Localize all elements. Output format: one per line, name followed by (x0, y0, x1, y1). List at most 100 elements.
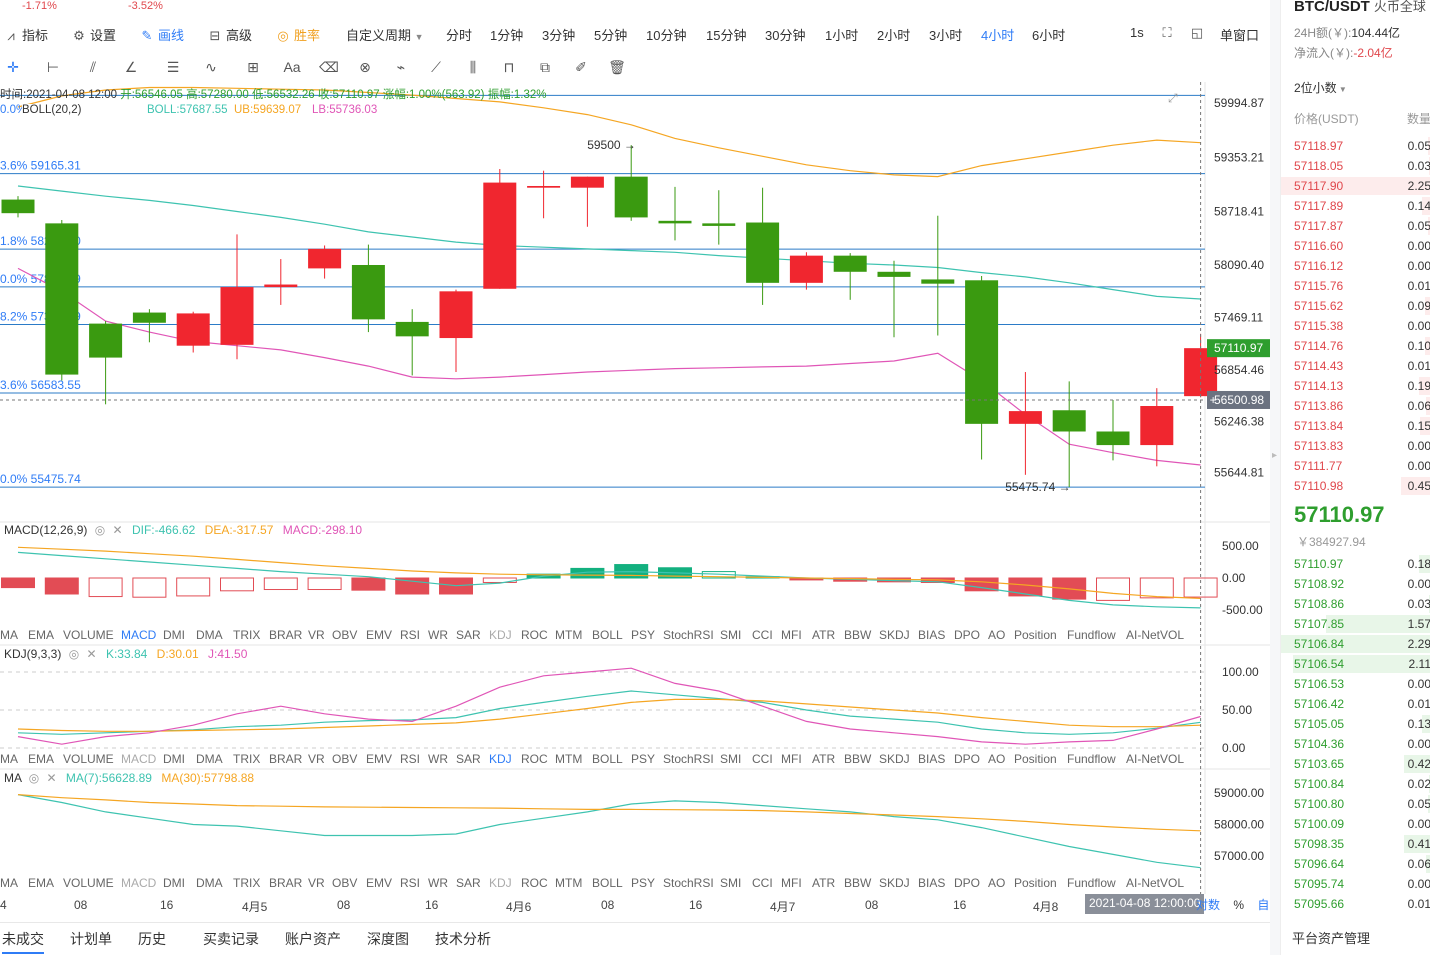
indicator-tab[interactable]: PSY (631, 876, 656, 890)
eye-icon[interactable]: ◎ (28, 771, 40, 785)
indicator-tab[interactable]: BRAR (269, 628, 303, 642)
indicator-tab[interactable]: Fundflow (1067, 876, 1116, 890)
indicator-tab[interactable]: StochRSI (663, 876, 714, 890)
indicator-tab[interactable]: Position (1014, 752, 1057, 766)
indicator-tab[interactable]: AO (988, 752, 1006, 766)
ask-row[interactable]: 57114.13 0.19 (1281, 376, 1430, 396)
indicator-tab[interactable]: BIAS (918, 876, 946, 890)
bid-row[interactable]: 57096.64 0.06 (1281, 854, 1430, 874)
bid-row[interactable]: 57108.92 0.00 (1281, 574, 1430, 594)
indicator-tab[interactable]: MACD (121, 876, 157, 890)
eye-icon[interactable]: ◎ (68, 647, 80, 661)
bid-row[interactable]: 57100.09 0.00 (1281, 814, 1430, 834)
indicator-tab[interactable]: ATR (812, 628, 836, 642)
bid-row[interactable]: 57095.66 0.01 (1281, 894, 1430, 914)
bid-row[interactable]: 57098.35 0.41 (1281, 834, 1430, 854)
indicator-tab[interactable]: DMA (196, 876, 223, 890)
custom-period-dropdown[interactable]: 自定义周期 ▼ (346, 25, 424, 44)
indicator-tab[interactable]: SKDJ (879, 628, 910, 642)
advanced-button[interactable]: ⊟ 高级 (208, 25, 252, 44)
indicator-tab[interactable]: EMA (28, 876, 55, 890)
segment-tool-icon[interactable]: ⊢ (46, 59, 60, 75)
ask-row[interactable]: 57115.62 0.09 (1281, 296, 1430, 316)
period-tab[interactable]: 10分钟 (646, 28, 687, 43)
indicator-tab[interactable]: MTM (555, 876, 583, 890)
indicator-tab[interactable]: WR (428, 752, 448, 766)
period-tab[interactable]: 30分钟 (765, 28, 806, 43)
horizontal-lines-tool-icon[interactable]: ☰ (166, 59, 180, 75)
bid-row[interactable]: 57110.97 0.18 (1281, 554, 1430, 574)
indicator-tab[interactable]: ROC (521, 876, 548, 890)
indicators-button[interactable]: ⩘ 指标 (4, 25, 48, 44)
eye-icon[interactable]: ◎ (94, 523, 106, 537)
indicator-tab[interactable]: Fundflow (1067, 752, 1116, 766)
indicator-tab[interactable]: ATR (812, 876, 836, 890)
bid-row[interactable]: 57095.74 0.00 (1281, 874, 1430, 894)
bid-row[interactable]: 57105.05 0.13 (1281, 714, 1430, 734)
indicator-tab[interactable]: CCI (752, 628, 773, 642)
indicator-tab[interactable]: EMV (366, 752, 393, 766)
indicator-tab[interactable]: BIAS (918, 752, 946, 766)
copy-tool-icon[interactable]: ⧉ (540, 59, 550, 75)
period-tab[interactable]: 4小时 (981, 28, 1015, 43)
indicator-tab[interactable]: MACD (121, 752, 157, 766)
indicator-tab[interactable]: KDJ (489, 628, 512, 642)
popout-button[interactable]: ◱ (1190, 25, 1208, 41)
bottom-tab[interactable]: 账户资产 (285, 931, 341, 947)
interval-button[interactable]: 1s (1130, 25, 1144, 40)
magnet-tool-icon[interactable]: ⊗ (359, 59, 371, 75)
period-tab[interactable]: 3分钟 (542, 28, 576, 43)
indicator-tab[interactable]: VOLUME (63, 628, 114, 642)
indicator-tab[interactable]: EMV (366, 876, 393, 890)
ask-row[interactable]: 57113.83 0.00 (1281, 436, 1430, 456)
indicator-tab[interactable]: VOLUME (63, 752, 114, 766)
bottom-tab[interactable]: 买卖记录 (203, 931, 259, 947)
indicator-tab[interactable]: BRAR (269, 876, 303, 890)
ask-row[interactable]: 57111.77 0.00 (1281, 456, 1430, 476)
indicator-tab[interactable]: TRIX (233, 876, 261, 890)
indicator-tab[interactable]: DMI (163, 752, 185, 766)
indicator-tab[interactable]: SAR (456, 628, 481, 642)
bottom-tab[interactable]: 技术分析 (435, 931, 491, 947)
ask-row[interactable]: 57115.38 0.00 (1281, 316, 1430, 336)
bid-row[interactable]: 57104.36 0.00 (1281, 734, 1430, 754)
indicator-tab[interactable]: MFI (781, 752, 802, 766)
box-tool-icon[interactable]: ⊞ (247, 59, 259, 75)
indicator-tab[interactable]: OBV (332, 876, 358, 890)
indicator-tab[interactable]: VR (308, 876, 325, 890)
indicator-tab[interactable]: BRAR (269, 752, 303, 766)
indicator-tab[interactable]: Position (1014, 628, 1057, 642)
angle-tool-icon[interactable]: ∠ (124, 59, 138, 75)
indicator-tab[interactable]: MFI (781, 876, 802, 890)
fullscreen-button[interactable]: ⛶ (1160, 25, 1178, 41)
period-tab[interactable]: 5分钟 (594, 28, 628, 43)
asset-management-link[interactable]: 平台资产管理 (1292, 931, 1371, 946)
eraser-tool-icon[interactable]: ⌫ (319, 59, 339, 75)
ask-row[interactable]: 57118.05 0.03 (1281, 156, 1430, 176)
indicator-tab[interactable]: KDJ (489, 752, 512, 766)
close-icon[interactable]: ✕ (86, 647, 97, 661)
trash-tool-icon[interactable]: 🗑 (608, 59, 626, 75)
bid-row[interactable]: 57100.84 0.02 (1281, 774, 1430, 794)
indicator-tab[interactable]: TRIX (233, 752, 261, 766)
indicator-tab[interactable]: SMI (720, 752, 742, 766)
ask-row[interactable]: 57116.12 0.00 (1281, 256, 1430, 276)
measure-tool-icon[interactable]: ⟋ (431, 59, 441, 75)
close-icon[interactable]: ✕ (112, 523, 123, 537)
log-scale-toggle[interactable]: 对数 (1196, 898, 1221, 912)
ask-row[interactable]: 57115.76 0.01 (1281, 276, 1430, 296)
ask-row[interactable]: 57114.76 0.10 (1281, 336, 1430, 356)
close-icon[interactable]: ✕ (46, 771, 57, 785)
indicator-tab[interactable]: MTM (555, 752, 583, 766)
indicator-tab[interactable]: DPO (954, 752, 981, 766)
indicator-tab[interactable]: VR (308, 752, 325, 766)
indicator-tab[interactable]: Fundflow (1067, 628, 1116, 642)
ask-row[interactable]: 57117.87 0.05 (1281, 216, 1430, 236)
indicator-tab[interactable]: TRIX (233, 628, 261, 642)
period-tab[interactable]: 3小时 (929, 28, 963, 43)
draw-button[interactable]: ✎ 画线 (140, 25, 184, 44)
kline-chart[interactable]: 3.6% 59165.311.8% 58276.700.0% 57832.798… (0, 82, 1270, 922)
ruler-tool-icon[interactable]: ⌁ (396, 59, 406, 75)
period-tab[interactable]: 1小时 (825, 28, 859, 43)
indicator-tab[interactable]: BOLL (592, 752, 623, 766)
